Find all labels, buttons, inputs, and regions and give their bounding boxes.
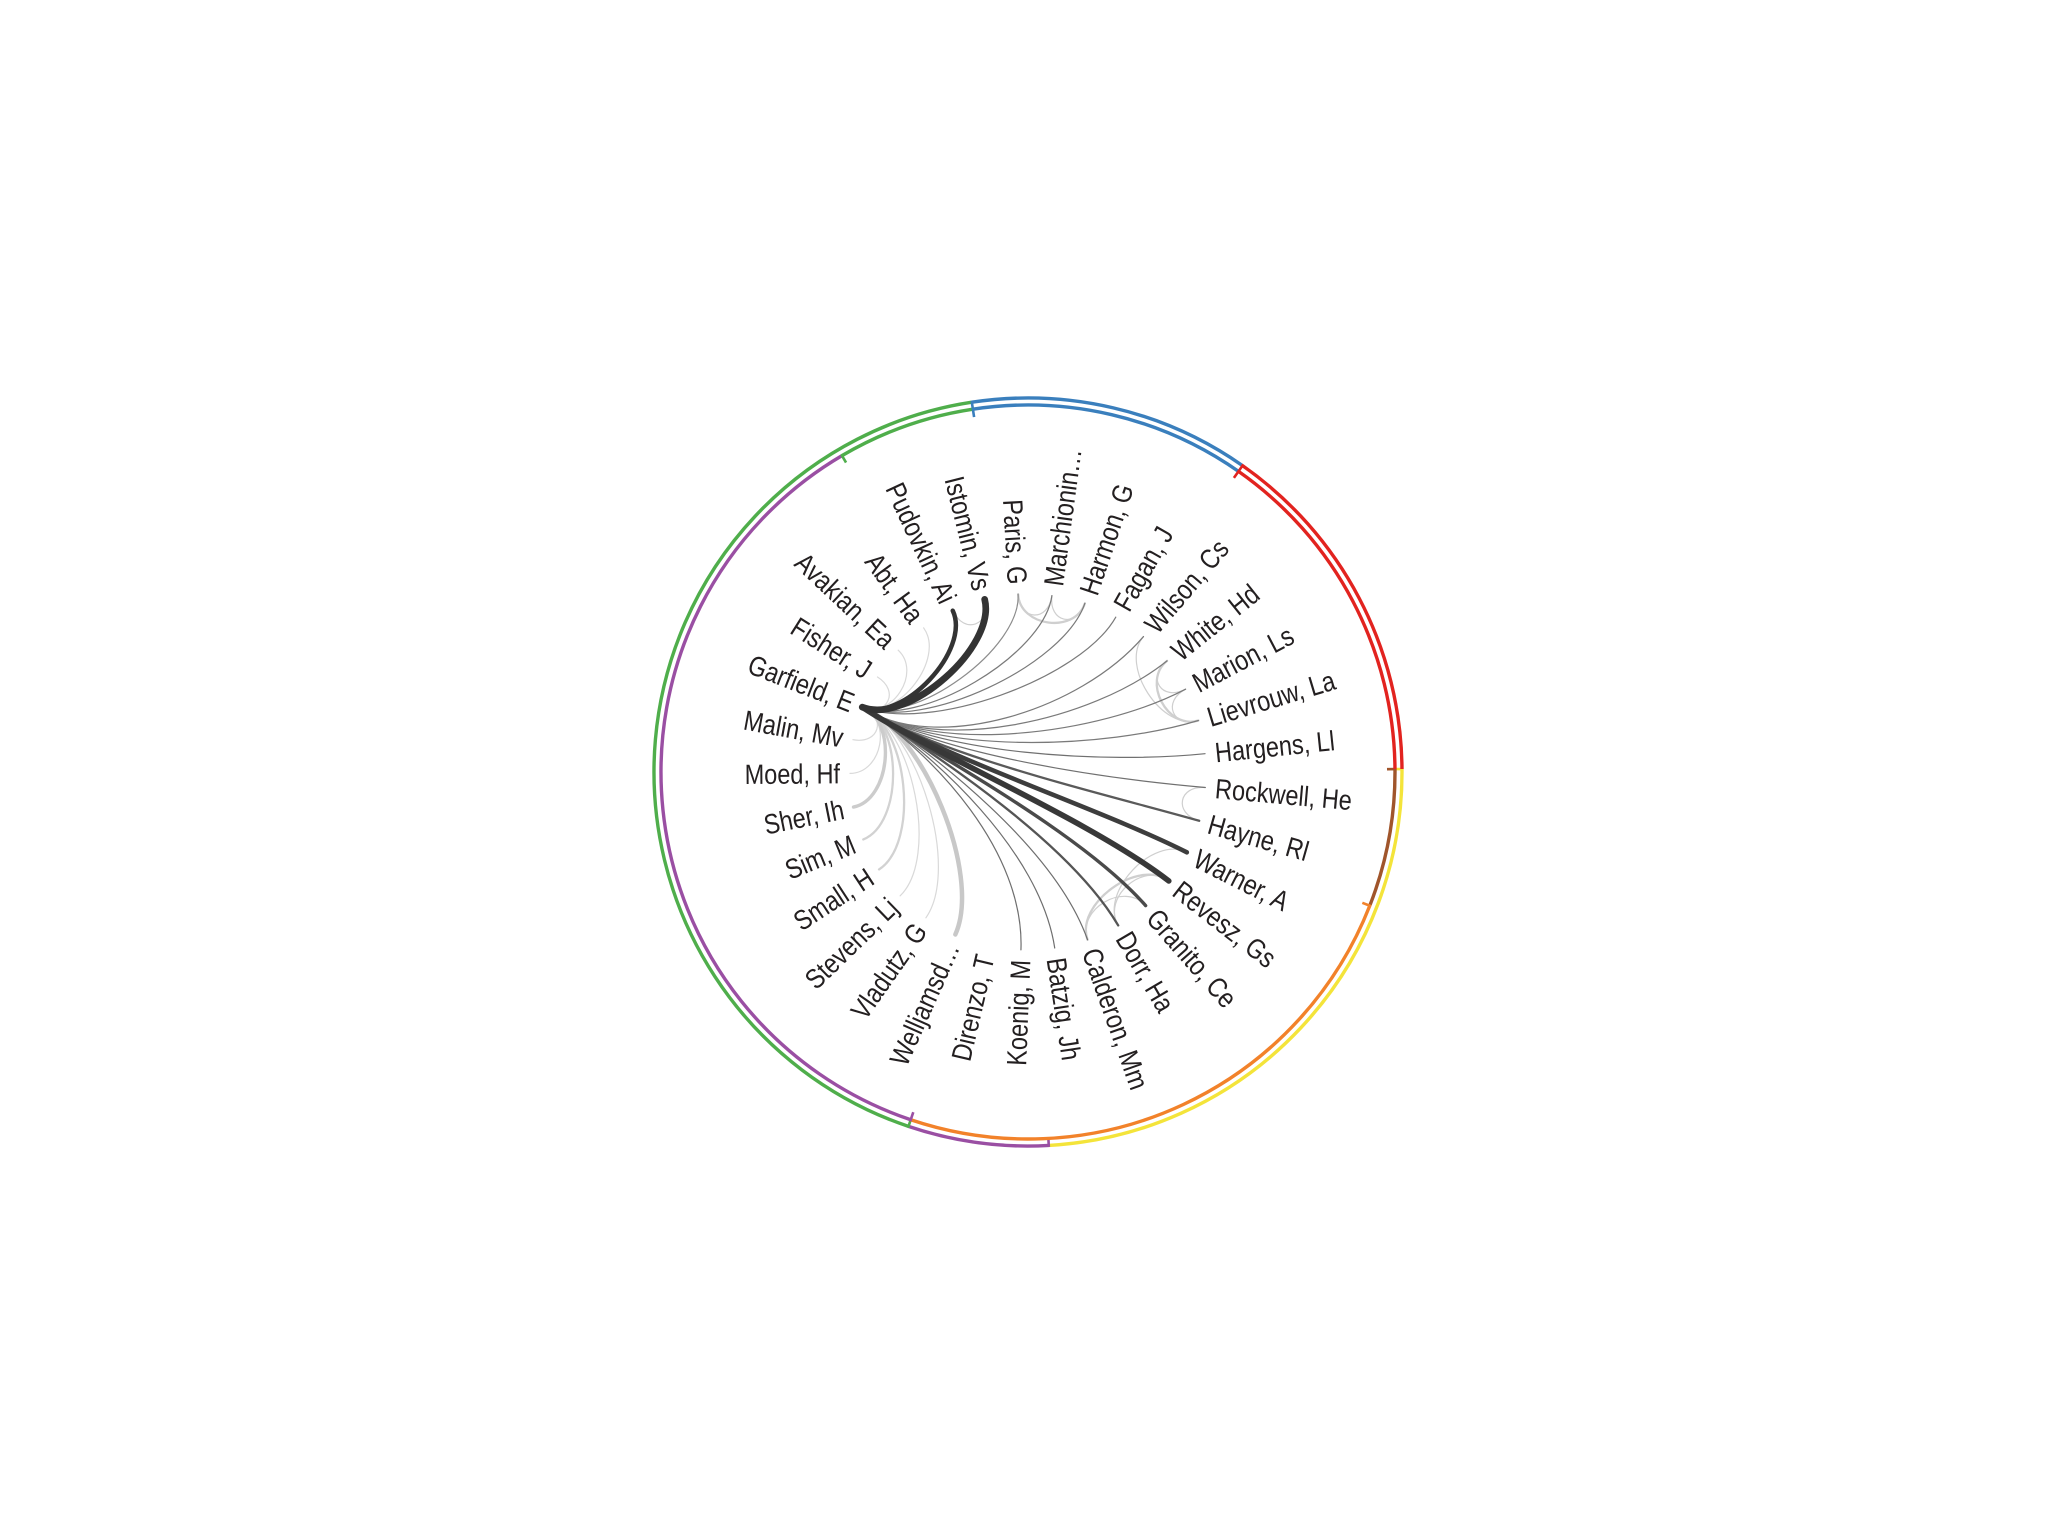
inner-ring-boundary-tick-2 (1361, 901, 1372, 908)
edge-wilson-cs-lievrouw-la (1135, 635, 1199, 723)
edge-garfield-e-marchionin (861, 595, 1053, 712)
outer-ring-segment-3 (652, 400, 973, 1129)
edge-layer (849, 593, 1206, 951)
inner-ring-segment-5 (972, 403, 1240, 473)
inner-ring-boundary-tick-4 (840, 453, 848, 464)
inner-ring-segment-6 (1237, 469, 1397, 770)
inner-ring-boundary-tick-3 (909, 1111, 915, 1122)
edge-marchionin-harmon-g (1051, 595, 1086, 620)
edge-garfield-e-revesz-gs (859, 704, 1172, 884)
author-label-sher-ih: Sher, Ih (761, 795, 846, 841)
inner-group-ring (659, 403, 1397, 1141)
inner-ring-segment-3 (659, 454, 912, 1122)
edge-garfield-e-lievrouw-la (861, 706, 1199, 744)
inner-ring-segment-2 (910, 905, 1372, 1141)
edge-garfield-e-koenig-m (861, 706, 1022, 951)
outer-ring-segment-4 (971, 396, 1244, 468)
outer-ring-segment-2 (907, 1124, 1049, 1148)
edge-rockwell-he-hayne-rl (1181, 786, 1206, 822)
edge-garfield-e-wilson-cs (861, 635, 1145, 728)
inner-ring-segment-4 (841, 407, 974, 458)
author-label-koenig-m: Koenig, M (1002, 959, 1036, 1066)
inner-ring-boundary-tick-5 (971, 407, 976, 418)
author-label-hargens-ll: Hargens, Ll (1214, 726, 1337, 769)
edge-garfield-e-marion-ls (861, 688, 1187, 736)
edge-garfield-e-fisher-j (861, 676, 890, 710)
author-label-rockwell-he: Rockwell, He (1214, 774, 1353, 816)
author-label-malin-mv: Malin, Mv (741, 706, 845, 754)
outer-ring-segment-5 (1241, 464, 1404, 770)
outer-ring-segment-1 (1048, 769, 1404, 1148)
inner-ring-boundary-tick-6 (1232, 469, 1241, 479)
edge-garfield-e-fagan-j (861, 616, 1117, 715)
author-label-moed-hf: Moed, Hf (745, 759, 841, 790)
edge-garfield-e-istomin-vs (858, 596, 990, 713)
edge-garfield-e-harmon-g (861, 602, 1086, 713)
author-label-marchionin: Marchionin… (1039, 447, 1088, 588)
edge-garfield-e-hargens-ll (861, 706, 1206, 758)
author-label-paris-g: Paris, G (997, 499, 1032, 585)
edge-garfield-e-white-hd (861, 660, 1168, 731)
outer-group-ring (652, 396, 1404, 1148)
edge-garfield-e-paris-g (861, 593, 1019, 711)
inner-ring-segment-1 (1368, 769, 1397, 907)
author-label-batzig-jh: Batzig, Jh (1040, 956, 1085, 1063)
